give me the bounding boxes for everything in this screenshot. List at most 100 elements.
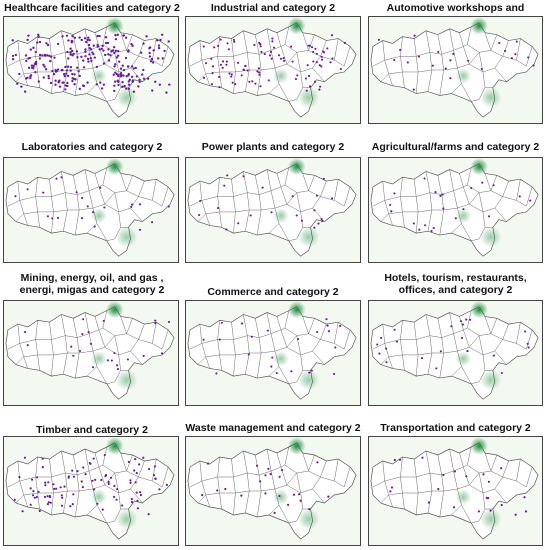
facility-point bbox=[320, 217, 323, 221]
facility-point bbox=[113, 351, 116, 355]
district-boundary bbox=[152, 466, 169, 488]
facility-point bbox=[216, 489, 219, 492]
facility-point bbox=[25, 77, 28, 80]
facility-point bbox=[267, 79, 270, 82]
facility-point bbox=[308, 508, 311, 511]
facility-point bbox=[331, 57, 334, 60]
facility-point bbox=[393, 58, 396, 62]
district-boundary bbox=[37, 211, 40, 228]
facility-point bbox=[73, 83, 76, 86]
facility-point bbox=[11, 58, 15, 61]
facility-point bbox=[34, 62, 38, 66]
facility-point bbox=[378, 352, 381, 355]
district-boundary bbox=[130, 207, 143, 222]
district-boundary bbox=[114, 470, 127, 474]
district-boundary bbox=[402, 211, 405, 228]
facility-point bbox=[308, 85, 312, 88]
facility-point bbox=[320, 65, 323, 68]
facility-point bbox=[113, 65, 116, 68]
facility-point bbox=[202, 76, 206, 79]
panel-healthcare: Healthcare facilities and category 2 bbox=[2, 0, 182, 128]
district-boundary bbox=[205, 73, 210, 86]
district-boundary bbox=[7, 324, 21, 350]
panel-power-plants: Power plants and category 2 bbox=[183, 137, 363, 265]
facility-point bbox=[515, 40, 518, 43]
facility-point bbox=[202, 338, 205, 341]
facility-point bbox=[56, 42, 60, 46]
hotspot-area bbox=[480, 86, 502, 109]
facility-point bbox=[55, 69, 58, 73]
facility-point bbox=[75, 191, 78, 194]
facility-point bbox=[46, 503, 49, 506]
facility-point bbox=[149, 60, 153, 63]
district-boundary bbox=[189, 324, 203, 350]
facility-point bbox=[18, 476, 21, 479]
facility-point bbox=[154, 319, 157, 322]
district-boundary bbox=[63, 209, 68, 232]
facility-point bbox=[165, 483, 169, 486]
facility-point bbox=[113, 89, 116, 93]
facility-point bbox=[47, 481, 50, 484]
facility-point bbox=[130, 75, 134, 79]
facility-point bbox=[489, 509, 492, 512]
facility-point bbox=[66, 74, 70, 78]
facility-point bbox=[71, 35, 74, 38]
facility-point bbox=[242, 175, 245, 178]
facility-point bbox=[225, 228, 228, 231]
facility-point bbox=[233, 40, 236, 43]
facility-point bbox=[442, 473, 445, 477]
facility-point bbox=[60, 494, 63, 497]
facility-point bbox=[527, 346, 530, 349]
facility-point bbox=[322, 177, 326, 180]
facility-point bbox=[130, 501, 134, 504]
facility-point bbox=[55, 177, 58, 180]
region-outline bbox=[370, 22, 539, 118]
facility-point bbox=[277, 54, 281, 57]
facility-point bbox=[116, 368, 120, 371]
facility-point bbox=[37, 80, 40, 83]
facility-point bbox=[503, 49, 507, 53]
facility-point bbox=[107, 482, 110, 485]
facility-point bbox=[518, 195, 521, 198]
district-boundary bbox=[96, 223, 108, 241]
facility-point bbox=[167, 205, 170, 208]
district-boundary bbox=[23, 213, 28, 226]
hotspot-area bbox=[480, 369, 502, 391]
hotspot-area bbox=[91, 208, 107, 224]
district-boundary bbox=[416, 450, 431, 478]
facility-point bbox=[95, 65, 99, 69]
facility-point bbox=[71, 40, 74, 43]
facility-point bbox=[461, 323, 465, 326]
facility-point bbox=[96, 43, 99, 47]
district-boundary bbox=[372, 40, 385, 67]
facility-point bbox=[64, 84, 67, 87]
facility-point bbox=[299, 499, 302, 502]
district-boundary bbox=[415, 354, 419, 377]
facility-point bbox=[135, 75, 139, 78]
facility-point bbox=[524, 330, 527, 333]
district-boundary bbox=[463, 167, 472, 188]
facility-point bbox=[26, 188, 29, 191]
facility-point bbox=[231, 81, 234, 84]
district-boundary bbox=[372, 460, 385, 488]
facility-point bbox=[87, 36, 90, 39]
district-boundary bbox=[284, 44, 298, 65]
hotspot-area bbox=[297, 369, 320, 391]
district-boundary bbox=[256, 69, 262, 96]
district-boundary bbox=[96, 504, 108, 524]
facility-point bbox=[327, 495, 330, 498]
facility-point bbox=[224, 487, 227, 491]
facility-point bbox=[307, 74, 311, 78]
facility-point bbox=[60, 504, 64, 507]
map-laboratories bbox=[3, 157, 179, 263]
facility-point bbox=[124, 36, 128, 39]
facility-point bbox=[49, 81, 53, 85]
district-boundary bbox=[98, 310, 108, 331]
facility-point bbox=[251, 80, 254, 83]
facility-point bbox=[240, 74, 243, 77]
district-boundary bbox=[51, 211, 54, 234]
facility-point bbox=[130, 498, 133, 501]
facility-point bbox=[126, 358, 129, 361]
facility-point bbox=[385, 347, 388, 350]
facility-point bbox=[53, 56, 56, 59]
